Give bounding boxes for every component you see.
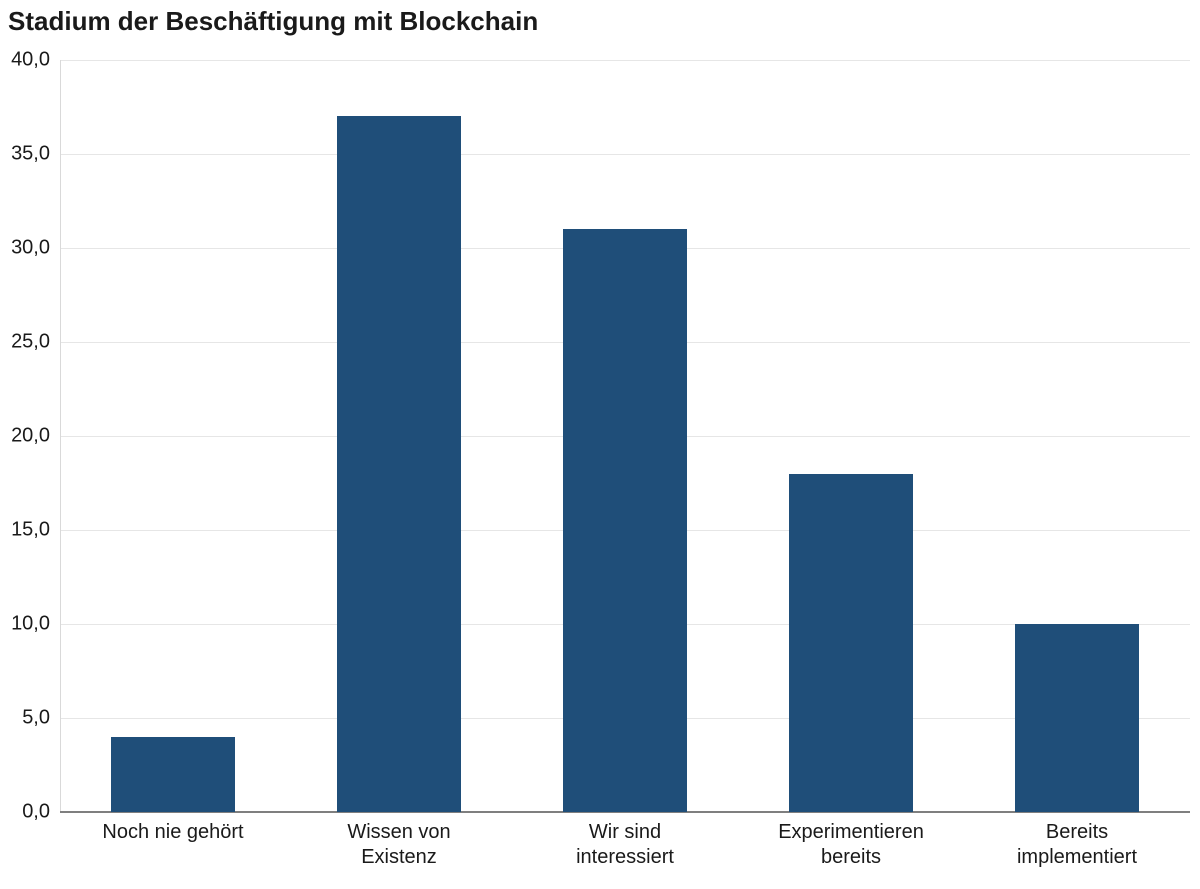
x-tick-label: Wissen vonExistenz (286, 820, 512, 870)
y-tick-label: 10,0 (0, 613, 50, 636)
y-tick-label: 30,0 (0, 237, 50, 260)
y-tick-label: 0,0 (0, 801, 50, 824)
y-tick-label: 5,0 (0, 707, 50, 730)
x-tick-label: Noch nie gehört (60, 820, 286, 845)
x-tick-label: Experimentierenbereits (738, 820, 964, 870)
y-tick-label: 35,0 (0, 143, 50, 166)
grid-line (60, 154, 1190, 155)
y-tick-label: 25,0 (0, 331, 50, 354)
bar (1015, 624, 1139, 812)
x-tick-label: Wir sindinteressiert (512, 820, 738, 870)
bar (111, 737, 235, 812)
y-tick-label: 20,0 (0, 425, 50, 448)
grid-line (60, 60, 1190, 61)
bar-chart: Stadium der Beschäftigung mit Blockchain… (0, 0, 1200, 889)
x-tick-label: Bereitsimplementiert (964, 820, 1190, 870)
y-tick-label: 40,0 (0, 49, 50, 72)
y-axis-line (60, 60, 61, 812)
y-tick-label: 15,0 (0, 519, 50, 542)
bar (337, 116, 461, 812)
bar (789, 474, 913, 812)
bar (563, 229, 687, 812)
plot-area (60, 60, 1190, 812)
chart-title: Stadium der Beschäftigung mit Blockchain (8, 6, 538, 37)
